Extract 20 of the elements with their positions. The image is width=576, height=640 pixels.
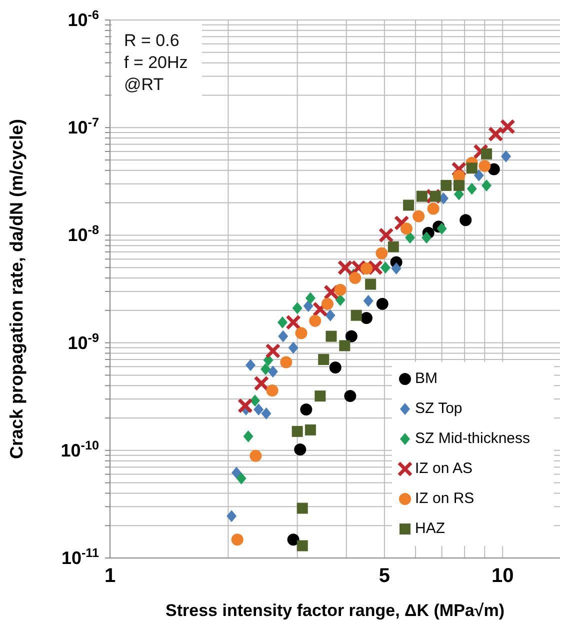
annotation: @RT	[124, 74, 165, 96]
annotation: f = 20Hz	[124, 52, 188, 74]
y-tick-label: 10$^{-10}$	[60, 438, 99, 460]
legend-label: IZ on RS	[415, 489, 474, 509]
annotation: R = 0.6	[124, 30, 180, 52]
y-tick-label: 10$^{-8}$	[68, 223, 99, 246]
legend-label: HAZ	[415, 519, 445, 539]
legend-label: SZ Mid-thickness	[415, 429, 530, 449]
legend-label: IZ on AS	[415, 459, 473, 479]
x-tick-label: 5	[378, 565, 390, 587]
legend-label: BM	[415, 369, 438, 389]
legend-label: SZ Top	[415, 399, 462, 419]
y-tick-label: 10$^{-6}$	[68, 8, 99, 30]
x-axis-title: Stress intensity factor range, ΔK (MPa√m)	[166, 601, 504, 620]
y-tick-label: 10$^{-9}$	[68, 330, 99, 353]
x-tick-label: 1	[104, 565, 116, 587]
y-tick-label: 10$^{-11}$	[61, 546, 99, 568]
y-axis-title: Crack propagation rate, da/dN (m/cycle)	[6, 118, 26, 460]
y-tick-label: 10$^{-7}$	[68, 116, 99, 138]
x-tick-label: 10	[492, 565, 514, 587]
